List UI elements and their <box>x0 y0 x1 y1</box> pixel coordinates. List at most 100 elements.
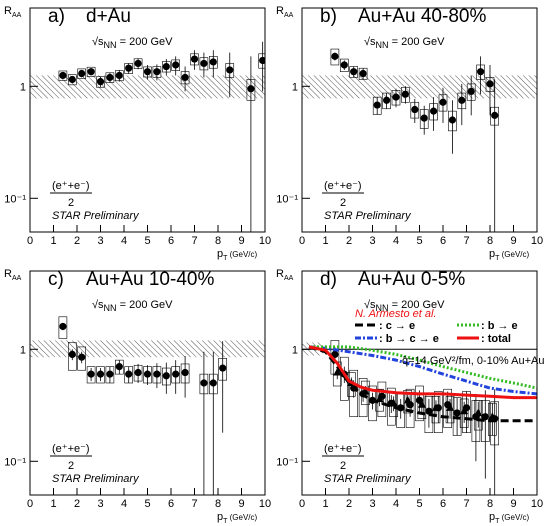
marker <box>481 413 489 421</box>
panel-label: b) <box>320 6 337 27</box>
note: STAR Preliminary <box>324 473 412 485</box>
marker <box>115 71 123 80</box>
x-tick-label: 1 <box>322 498 328 510</box>
x-label-sub: T <box>495 518 500 525</box>
panel: 0 1 2 3 4 5 6 7 8 9 10 10⁻¹ 1 b) Au+Au 40-80% √sNN = 20… <box>276 5 543 262</box>
panel: 0 1 2 3 4 5 6 7 8 9 10 10⁻¹ 1 c) Au+Au 10-40% √sNN = 20… <box>4 268 271 525</box>
y-label-sub: AA <box>12 275 22 282</box>
panel-label: c) <box>48 269 64 290</box>
marker <box>383 96 391 104</box>
note: STAR Preliminary <box>52 473 140 485</box>
marker <box>153 370 161 378</box>
y-tick-label: 1 <box>292 344 298 356</box>
legend-label: : total <box>481 333 511 345</box>
y-label-sub: AA <box>284 275 294 282</box>
x-axis-label: pT (GeV/c) <box>217 248 258 262</box>
marker <box>420 114 428 122</box>
norm-band <box>30 75 265 99</box>
x-tick-label: 9 <box>238 235 244 247</box>
marker <box>331 52 339 60</box>
fraction-denominator: 2 <box>68 460 74 472</box>
note: STAR Preliminary <box>324 210 412 222</box>
marker <box>115 363 123 371</box>
marker <box>96 78 105 86</box>
x-axis-label: pT (GeV/c) <box>217 511 258 525</box>
sys-box <box>330 48 340 66</box>
x-tick-label: 3 <box>97 498 103 510</box>
note: STAR Preliminary <box>52 210 140 222</box>
marker <box>474 408 483 416</box>
y-tick-label: 1 <box>292 81 298 93</box>
fraction-denominator: 2 <box>340 460 346 472</box>
energy-label: √sNN = 200 GeV <box>92 299 173 313</box>
x-tick-label: 4 <box>393 235 399 247</box>
marker <box>453 409 461 417</box>
fraction-numerator: (e⁺+e⁻) <box>52 443 90 455</box>
marker <box>209 58 217 66</box>
sys-box <box>77 68 86 79</box>
x-tick-label: 8 <box>487 498 493 510</box>
norm-band <box>302 75 537 99</box>
sys-box <box>405 388 415 428</box>
marker <box>491 111 499 119</box>
marker <box>59 71 67 80</box>
x-tick-label: 1 <box>50 498 56 510</box>
marker <box>467 87 475 96</box>
marker <box>106 370 114 378</box>
marker <box>247 85 255 93</box>
y-label-sub: AA <box>12 12 22 19</box>
marker <box>200 59 208 68</box>
marker <box>430 107 438 115</box>
x-label-main: p <box>217 248 223 260</box>
marker <box>431 403 440 411</box>
energy-post: = 200 GeV <box>389 299 446 311</box>
x-tick-label: 2 <box>74 235 80 247</box>
sys-box <box>86 366 96 384</box>
plot-inner <box>302 340 537 495</box>
sys-box <box>96 366 105 384</box>
model-curve <box>308 345 537 400</box>
x-tick-label: 3 <box>369 498 375 510</box>
x-tick-label: 7 <box>463 498 469 510</box>
x-tick-label: 8 <box>215 235 221 247</box>
norm-band <box>30 340 265 358</box>
y-tick-label: 10⁻¹ <box>4 193 26 205</box>
y-tick-label: 1 <box>20 81 26 93</box>
sys-box <box>77 346 86 371</box>
panel-label: d) <box>320 269 337 290</box>
x-tick-label: 8 <box>215 498 221 510</box>
x-tick-label: 2 <box>346 235 352 247</box>
series <box>58 316 227 495</box>
fraction-numerator: (e⁺+e⁻) <box>52 180 90 192</box>
marker <box>162 62 170 71</box>
energy-pre: √s <box>364 299 376 311</box>
marker <box>200 379 208 387</box>
model-curve <box>309 345 537 390</box>
sys-box <box>434 391 443 433</box>
model-curve <box>308 345 537 396</box>
y-label-main: R <box>4 5 12 17</box>
marker <box>361 386 370 395</box>
x-tick-label: 1 <box>322 235 328 247</box>
marker <box>172 370 180 378</box>
panel-title: Au+Au 40-80% <box>358 6 486 27</box>
marker <box>209 379 217 387</box>
x-tick-label: 7 <box>463 235 469 247</box>
model-params: q̂=14 GeV²/fm, 0-10% Au+Au <box>402 355 544 367</box>
marker <box>78 69 86 78</box>
marker <box>162 372 170 380</box>
x-tick-label: 9 <box>510 235 516 247</box>
sys-box <box>403 390 413 414</box>
x-tick-label: 8 <box>487 235 493 247</box>
sys-box <box>473 400 483 431</box>
fraction-numerator: (e⁺+e⁻) <box>324 180 362 192</box>
y-label-sub: AA <box>284 12 294 19</box>
energy-post: = 200 GeV <box>117 299 174 311</box>
marker <box>181 73 189 82</box>
x-tick-label: 2 <box>346 498 352 510</box>
panel-title: d+Au <box>86 6 131 27</box>
sys-box <box>58 70 68 81</box>
x-tick-label: 0 <box>27 235 33 247</box>
energy-sub: NN <box>104 40 117 50</box>
energy-label: √sNN = 200 GeV <box>364 36 445 50</box>
